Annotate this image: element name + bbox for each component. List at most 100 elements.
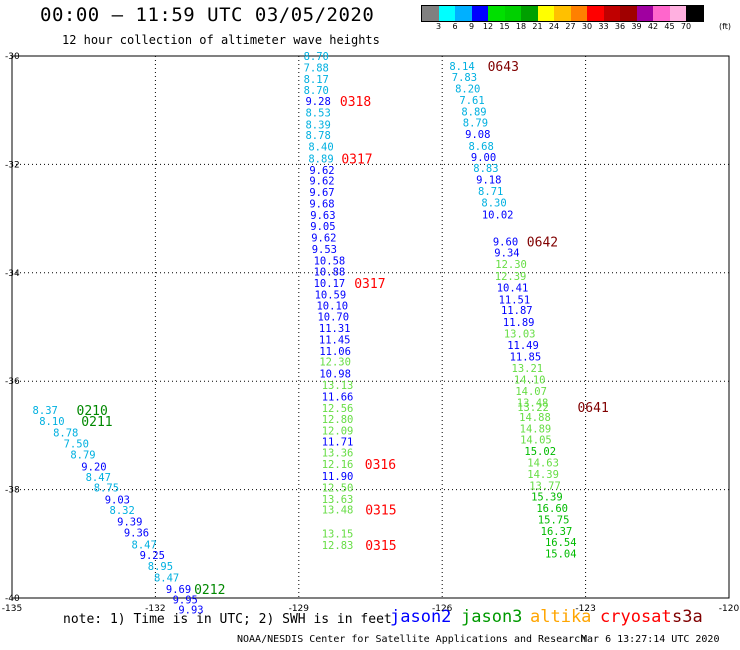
wave-height-value: 12.80 (322, 414, 354, 426)
wave-height-value: 7.50 (64, 439, 89, 451)
wave-height-value: 8.17 (304, 74, 329, 86)
y-tick-label: -34 (5, 269, 20, 279)
wave-height-value: 8.89 (308, 153, 333, 165)
wave-height-value: 9.68 (309, 198, 334, 210)
color-scale-label: 45 (664, 22, 675, 31)
wave-height-value: 8.47 (154, 572, 179, 584)
wave-height-value: 12.16 (322, 459, 354, 471)
wave-height-value: 13.77 (529, 480, 561, 492)
wave-height-value: 8.89 (461, 106, 486, 118)
wave-height-value: 10.02 (482, 209, 514, 221)
wave-height-value: 13.15 (322, 529, 354, 541)
color-scale-label: 42 (647, 22, 659, 31)
wave-height-value: 9.95 (173, 595, 198, 607)
wave-height-value: 9.53 (312, 244, 337, 256)
color-scale-label: 70 (680, 22, 692, 31)
color-swatch (438, 6, 455, 21)
wave-height-value: 12.30 (495, 259, 527, 271)
wave-height-value: 10.70 (317, 312, 349, 324)
color-scale-label: 24 (548, 22, 560, 31)
wave-height-value: 10.59 (315, 289, 347, 301)
wave-height-value: 13.13 (322, 380, 354, 392)
plot-frame (11, 55, 730, 599)
wave-height-value: 10.41 (497, 282, 529, 294)
wave-height-value: 13.48 (517, 397, 549, 409)
wave-height-value: 15.75 (538, 514, 570, 526)
wave-height-value: 8.78 (53, 428, 78, 440)
pass-time-label: 0317 (354, 277, 385, 292)
wave-height-value: 13.36 (322, 448, 354, 460)
wave-height-value: 9.39 (117, 517, 142, 529)
wave-height-value: 8.47 (132, 539, 157, 551)
pass-time-label: 0641 (577, 401, 608, 416)
color-scale-label: 36 (614, 22, 626, 31)
wave-height-value: 8.68 (468, 141, 493, 153)
x-tick-label: -120 (719, 604, 740, 614)
wave-height-value: 11.66 (322, 391, 354, 403)
wave-height-value: 8.70 (304, 51, 329, 63)
color-swatch (455, 6, 472, 21)
wave-height-value: 12.50 (322, 482, 354, 494)
color-swatch (537, 6, 554, 21)
color-swatch (603, 6, 620, 21)
wave-height-value: 13.63 (322, 494, 354, 506)
color-swatch (422, 6, 439, 21)
wave-height-value: 14.89 (520, 423, 552, 435)
wave-height-value: 7.83 (452, 72, 477, 84)
pass-time-label: 0642 (527, 235, 558, 250)
wave-height-value: 8.20 (455, 84, 480, 96)
wave-height-value: 14.07 (515, 386, 547, 398)
wave-height-value: 8.70 (304, 85, 329, 97)
color-swatch (521, 6, 538, 21)
wave-height-value: 12.83 (322, 540, 354, 552)
wave-height-value: 8.40 (308, 142, 333, 154)
wave-height-value: 14.10 (514, 375, 546, 387)
wave-height-value: 11.51 (499, 294, 531, 306)
wave-height-value: 11.49 (507, 340, 539, 352)
color-scale-label: 18 (515, 22, 527, 31)
color-scale-label: 33 (598, 22, 609, 31)
wave-height-value: 14.39 (527, 469, 559, 481)
wave-height-value: 8.79 (70, 449, 95, 461)
wave-height-value: 10.88 (314, 267, 346, 279)
color-swatch (570, 6, 587, 21)
color-scale-label: 6 (452, 22, 458, 31)
wave-height-value: 13.48 (322, 505, 354, 517)
wave-height-value: 15.04 (545, 549, 577, 561)
pass-time-label: 0316 (365, 458, 396, 473)
color-swatch (554, 6, 571, 21)
wave-height-value: 8.71 (478, 186, 503, 198)
wave-height-value: 9.20 (81, 461, 106, 473)
footer-timestamp: Mar 6 13:27:14 UTC 2020 (581, 634, 720, 645)
footer-note: note: 1) Time is in UTC; 2) SWH is in fe… (63, 612, 392, 627)
color-swatch (471, 6, 488, 21)
wave-height-value: 14.63 (527, 458, 559, 470)
color-scale-label: 27 (565, 22, 576, 31)
wave-height-value: 8.78 (305, 130, 330, 142)
wave-height-value: 12.39 (495, 271, 527, 283)
color-swatch (587, 6, 604, 21)
color-swatch (488, 6, 505, 21)
wave-height-value: 8.83 (473, 163, 498, 175)
satellite-legend-cryosat: cryosat (600, 607, 672, 627)
x-tick-label: -126 (432, 604, 453, 614)
color-swatch (620, 6, 637, 21)
wave-height-value: 8.47 (86, 472, 111, 484)
pass-time-label: 0315 (365, 539, 396, 554)
wave-height-value: 16.60 (536, 503, 568, 515)
y-tick-label: -30 (5, 52, 20, 62)
x-tick-label: -129 (289, 604, 310, 614)
pass-time-label: 0210 (77, 404, 108, 419)
wave-height-value: 7.88 (304, 62, 329, 74)
pass-time-label: 0318 (340, 95, 371, 110)
color-scale-label: 39 (631, 22, 642, 31)
wave-height-value: 7.61 (459, 95, 484, 107)
wave-height-value: 15.02 (524, 446, 556, 458)
wave-height-value: 12.09 (322, 426, 354, 438)
chart-subtitle: 12 hour collection of altimeter wave hei… (62, 33, 380, 47)
x-tick-label: -123 (575, 604, 595, 614)
color-scale-bar (421, 5, 704, 22)
wave-height-value: 8.37 (33, 405, 58, 417)
x-tick-label: -132 (145, 604, 165, 614)
